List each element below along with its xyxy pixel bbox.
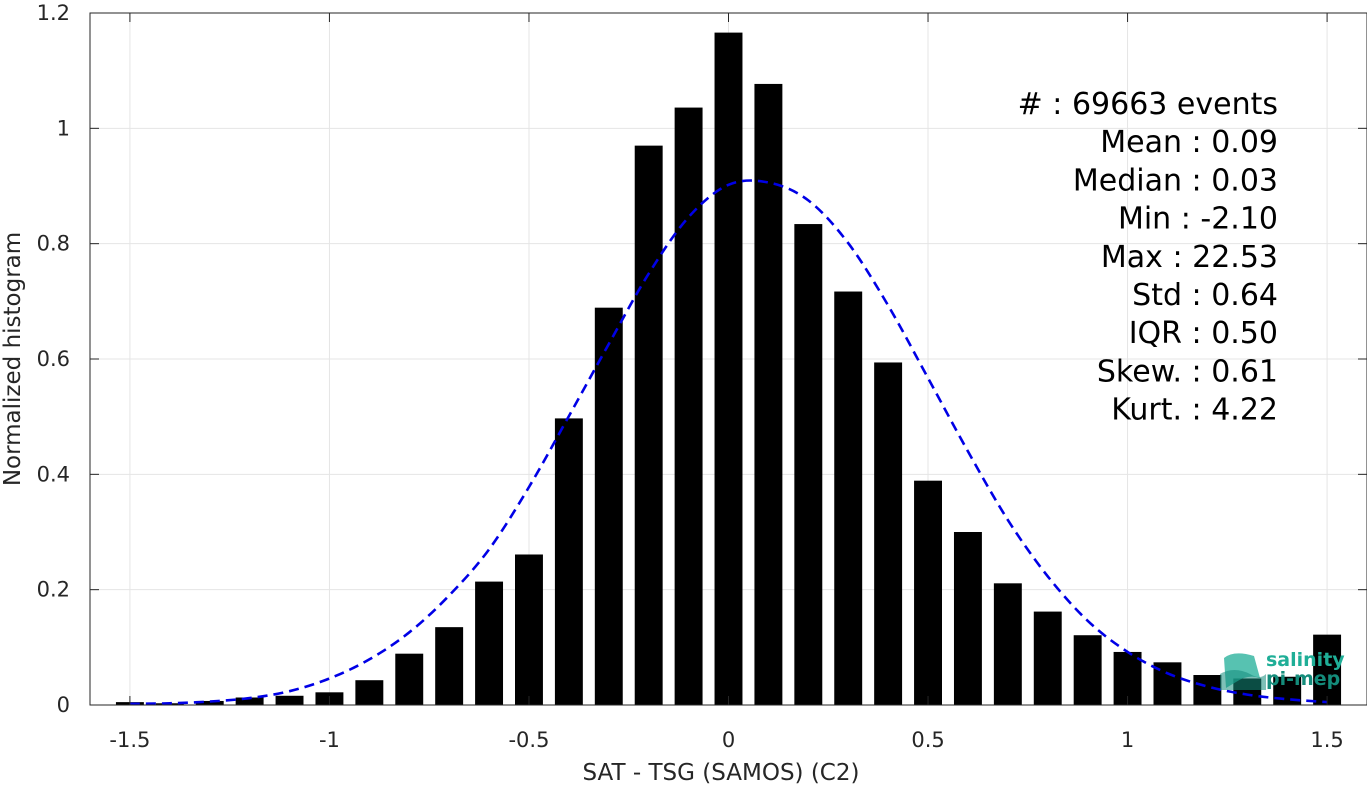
histogram-bar [794, 224, 823, 705]
histogram-bar [874, 362, 903, 705]
histogram-bar [475, 581, 504, 705]
histogram-bar [235, 697, 264, 705]
x-tick-label: -1.5 [109, 728, 150, 752]
histogram-bar [953, 532, 982, 705]
histogram-bar [834, 291, 863, 705]
histogram-bar [1033, 611, 1062, 705]
stats-line: Median : 0.03 [1073, 163, 1278, 198]
x-tick-label: 1.5 [1310, 728, 1343, 752]
histogram-bar [515, 554, 543, 705]
x-tick-label: -0.5 [508, 728, 549, 752]
histogram-bar [355, 680, 384, 705]
x-tick-labels: -1.5 -1 -0.5 0 0.5 1 1.5 [109, 728, 1343, 752]
histogram-bar [554, 418, 583, 705]
logo-line1: salinity [1266, 649, 1345, 671]
y-tick-label: 1 [57, 116, 70, 140]
histogram-bar [674, 107, 703, 705]
logo-line2: pi-mep [1266, 668, 1340, 690]
histogram-bar [754, 83, 783, 706]
histogram-bar [594, 307, 623, 705]
x-tick-label: -1 [319, 728, 340, 752]
stats-line: Max : 22.53 [1101, 240, 1278, 275]
fit-curve [129, 179, 1328, 706]
histogram-bar [395, 653, 424, 705]
y-tick-label: 0.8 [37, 232, 70, 256]
y-tick-label: 1.2 [37, 1, 70, 25]
logo-mark-wave-icon [1220, 670, 1266, 690]
histogram-bar [993, 583, 1022, 705]
stats-line: Kurt. : 4.22 [1111, 393, 1278, 428]
stats-line: Mean : 0.09 [1100, 125, 1278, 160]
histogram-bars [115, 32, 1342, 706]
histogram-bar [195, 700, 224, 705]
x-axis-title: SAT - TSG (SAMOS) (C2) [583, 760, 860, 785]
histogram-bar [275, 695, 304, 705]
y-tick-label: 0.6 [37, 347, 70, 371]
stats-line: Min : -2.10 [1118, 202, 1278, 237]
histogram-bar [1313, 634, 1342, 705]
stats-line: Skew. : 0.61 [1097, 354, 1278, 389]
y-tick-label: 0 [57, 693, 70, 717]
x-tick-label: 1 [1121, 728, 1134, 752]
stats-line: # : 69663 events [1018, 87, 1278, 122]
y-axis-title: Normalized histogram [0, 232, 26, 486]
histogram-bar [1073, 635, 1102, 705]
x-tick-label: 0 [722, 728, 735, 752]
stats-line: Std : 0.64 [1132, 278, 1278, 313]
histogram-bar [714, 32, 743, 705]
histogram-bar [914, 480, 942, 705]
y-tick-label: 0.4 [37, 462, 70, 486]
y-tick-labels: 0 0.2 0.4 0.6 0.8 1 1.2 [37, 1, 70, 717]
histogram-bar [435, 627, 464, 705]
y-tick-label: 0.2 [37, 578, 70, 602]
stats-line: IQR : 0.50 [1129, 316, 1278, 351]
x-tick-label: 0.5 [911, 728, 944, 752]
axes [89, 12, 1367, 706]
salinity-pimep-logo: salinity pi-mep [1220, 649, 1345, 690]
histogram-bar [634, 145, 663, 706]
